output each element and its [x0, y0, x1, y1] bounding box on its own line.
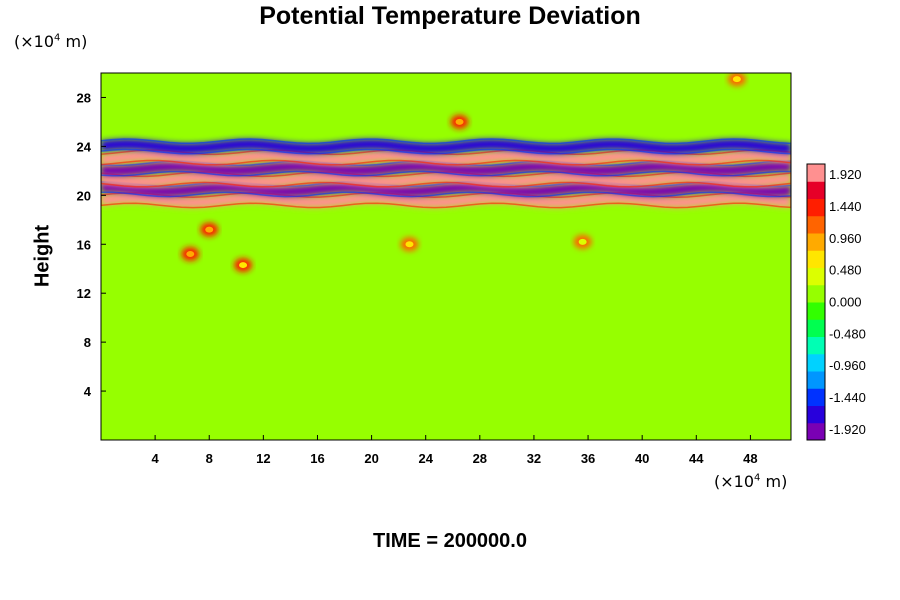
layer-band — [101, 172, 791, 187]
chart-title: Potential Temperature Deviation — [259, 2, 641, 30]
colorbar-segment — [807, 250, 825, 268]
colorbar-segment — [807, 388, 825, 406]
colorbar-segment — [807, 319, 825, 337]
anomaly-blob-core — [455, 118, 464, 125]
colorbar-segment — [807, 215, 825, 234]
x-axis-ticks: 4 8 12 16 20 24 28 32 36 40 44 48 — [152, 435, 758, 466]
time-label: TIME = 200000.0 — [373, 530, 527, 552]
x-tick-label: 40 — [635, 451, 649, 466]
colorbar-tick-label: -1.920 — [829, 422, 866, 437]
colorbar-segment — [807, 164, 825, 182]
colorbar-tick-label: 0.960 — [829, 231, 862, 246]
colorbar-frame — [806, 163, 826, 441]
colorbar: 1.920 1.440 0.960 0.480 0.000 -0.480 -0.960 -1.… — [806, 163, 866, 441]
colorbar-tick-label: 1.920 — [829, 167, 862, 182]
x-tick-label: 24 — [418, 451, 433, 466]
colorbar-tick-label: 0.000 — [829, 295, 862, 310]
colorbar-tick-label: 1.440 — [829, 199, 862, 214]
x-tick-label: 44 — [689, 451, 704, 466]
colorbar-tick-label: 0.480 — [829, 263, 862, 278]
anomaly-blob-core — [205, 226, 214, 233]
x-tick-label: 28 — [473, 451, 487, 466]
y-tick-label: 24 — [77, 139, 92, 154]
x-tick-label: 20 — [364, 451, 378, 466]
colorbar-segment — [807, 353, 825, 372]
colorbar-segment — [807, 198, 825, 217]
colorbar-segment — [807, 405, 825, 424]
layer-band-edge — [101, 138, 791, 155]
layer-band-edge — [101, 192, 791, 209]
x-tick-label: 4 — [152, 451, 160, 466]
y-tick-label: 12 — [77, 286, 91, 301]
x-tick-label: 16 — [310, 451, 324, 466]
field-background — [101, 73, 791, 440]
y-axis-unit: (×104 m) — [14, 32, 88, 51]
x-tick-label: 36 — [581, 451, 595, 466]
anomaly-blob-core — [405, 241, 414, 248]
layer-band-edge — [101, 149, 791, 166]
anomaly-blob-core — [732, 76, 741, 83]
anomaly-blob-core — [239, 262, 248, 269]
colorbar-tick-label: -0.960 — [829, 358, 866, 373]
x-tick-label: 48 — [743, 451, 757, 466]
plot-frame — [100, 72, 792, 441]
y-tick-label: 8 — [84, 335, 91, 350]
colorbar-tick-label: -1.440 — [829, 390, 866, 405]
x-tick-label: 32 — [527, 451, 541, 466]
anomaly-blob-core — [578, 238, 587, 245]
colorbar-segment — [807, 233, 825, 251]
y-axis-ticks: 4 8 12 16 20 24 28 — [77, 90, 106, 399]
colorbar-segment — [807, 422, 825, 441]
anomaly-blob-core — [186, 251, 195, 258]
colorbar-segment — [807, 284, 825, 303]
heatmap-field — [101, 73, 791, 440]
colorbar-tick-label: -0.480 — [829, 326, 866, 341]
colorbar-segment — [807, 181, 825, 199]
x-tick-label: 12 — [256, 451, 270, 466]
layer-band — [101, 139, 791, 154]
y-tick-label: 20 — [77, 188, 91, 203]
colorbar-segment — [807, 336, 825, 355]
x-tick-label: 8 — [206, 451, 213, 466]
colorbar-segment — [807, 302, 825, 320]
colorbar-segment — [807, 371, 825, 389]
colorbar-segment — [807, 267, 825, 286]
y-tick-label: 28 — [77, 90, 91, 105]
y-tick-label: 4 — [84, 384, 92, 399]
x-axis-unit: (×104 m) — [714, 472, 788, 491]
y-tick-label: 16 — [77, 237, 91, 252]
